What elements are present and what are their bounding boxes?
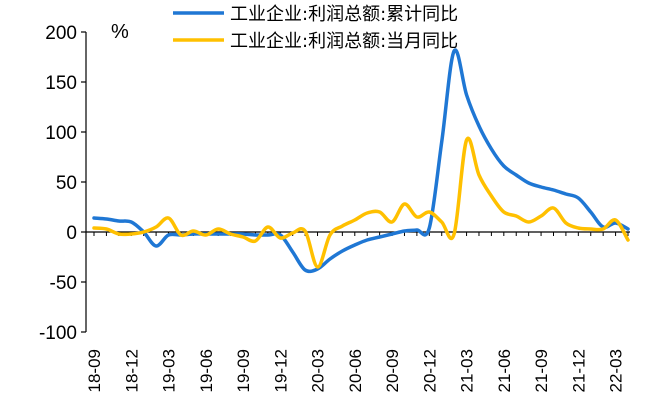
x-tick-label: 21-06 [495,349,514,392]
x-tick-label: 19-03 [160,349,179,392]
x-tick-label: 21-09 [532,349,551,392]
y-tick-label: -50 [50,273,77,294]
x-tick-label: 20-03 [309,349,328,392]
y-unit-label: % [111,21,129,43]
x-tick-label: 18-12 [122,349,141,392]
y-tick-label: 50 [56,173,77,194]
axes: -100 -50 0 50 100 150 200 18-09 18-12 19-03 19-06 1… [39,23,630,392]
x-tick-label: 21-03 [458,349,477,392]
x-tick-label: 18-09 [85,349,104,392]
x-tick-label: 22-03 [607,349,626,392]
series-layer [92,48,630,274]
x-tick-label: 20-09 [383,349,402,392]
legend-label-monthly: 工业企业:利润总额:当月同比 [230,31,458,52]
series-line-cumulative [92,48,630,274]
x-tick-label: 19-09 [234,349,253,392]
x-tick-label: 19-12 [271,349,290,392]
y-tick-label: 0 [66,223,77,244]
legend: 工业企业:利润总额:累计同比 工业企业:利润总额:当月同比 [173,4,458,52]
y-tick-label: 150 [45,73,77,94]
x-tick-label: 20-12 [420,349,439,392]
series-line-monthly [92,136,630,269]
y-tick-label: 200 [45,23,77,44]
x-tick-label: 21-12 [569,349,588,392]
x-tick-label: 20-06 [346,349,365,392]
legend-label-cumulative: 工业企业:利润总额:累计同比 [230,4,458,25]
x-tick-label: 19-06 [197,349,216,392]
y-tick-label: 100 [45,123,77,144]
y-tick-label: -100 [39,323,77,344]
